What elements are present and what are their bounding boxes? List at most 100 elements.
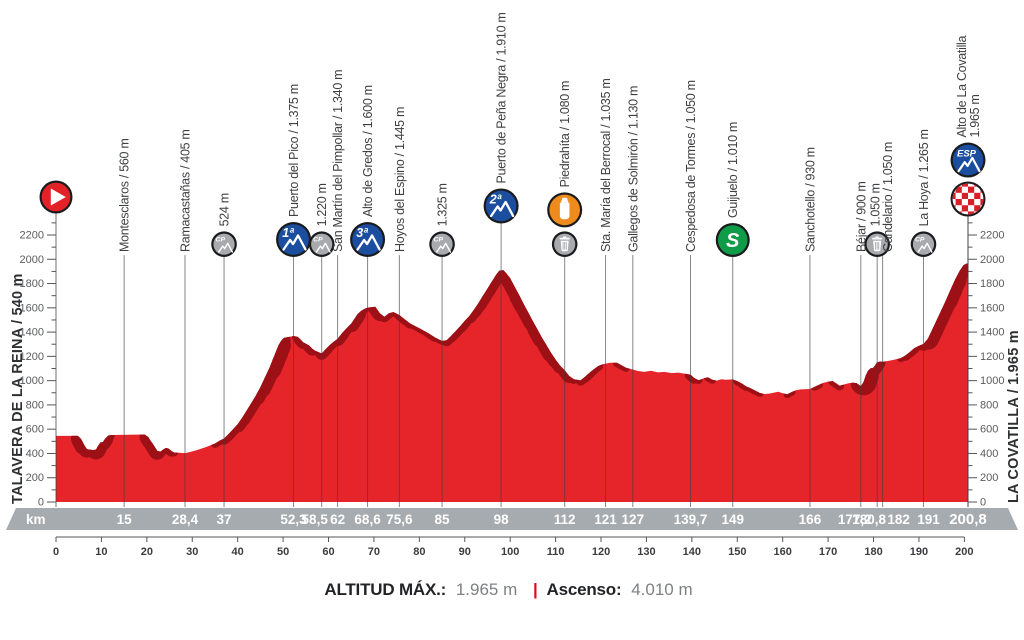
marker-label: Piedrahíta / 1.080 m (558, 81, 572, 188)
ruler-tick-label: 40 (232, 546, 244, 558)
y-axis-tick-label: 0 (38, 497, 44, 509)
ruler-tick-label: 180 (864, 546, 882, 558)
y-axis-tick-label: 1200 (980, 351, 1004, 363)
marker-label: Puerto del Pico / 1.375 m (287, 84, 301, 217)
y-axis-tick-label: 1000 (980, 375, 1004, 387)
marker-label: Candelario / 1.050 m (881, 142, 895, 252)
unclassified-climb-icon: CP (429, 231, 455, 257)
side-labels: TALAVERA DE LA REINA / 540 m LA COVATILLA… (10, 273, 1022, 504)
litter-zone-icon (864, 231, 890, 257)
marker-label: Puerto de Peña Negra / 1.910 m (495, 12, 509, 183)
unclassified-climb-icon: CP (910, 231, 937, 257)
svg-text:CP: CP (915, 236, 925, 243)
marker-label: Alto de Gredos / 1.600 m (361, 85, 375, 217)
marker-lines (55, 197, 969, 507)
profile-area (56, 263, 968, 502)
elevation-area (56, 263, 968, 502)
start-icon (39, 180, 73, 214)
y-axis-tick-label: 1800 (980, 278, 1004, 290)
ruler-tick-label: 70 (368, 546, 380, 558)
km-band-value: 177,2 (838, 512, 872, 527)
km-unit-label: km (26, 512, 46, 527)
altitude-max-label: ALTITUD MÁX.: (324, 580, 447, 599)
km-band-value: 127 (622, 512, 645, 527)
km-band-value: 68,6 (354, 512, 381, 527)
ruler-tick-label: 150 (728, 546, 746, 558)
svg-text:S: S (726, 230, 740, 252)
y-axis-tick-label: 1400 (20, 327, 44, 339)
km-band-value: 200,8 (949, 511, 987, 528)
ruler-tick-label: 80 (413, 546, 425, 558)
intermediate-sprint-icon: S (715, 223, 750, 257)
litter-zone-icon (551, 231, 578, 257)
marker-label: San Martín del Pimpollar / 1.340 m (331, 70, 345, 252)
km-band-value: 121 (594, 512, 617, 527)
marker-label: La Hoya / 1.265 m (917, 129, 931, 226)
category-1-icon: 1ª (276, 222, 312, 257)
ascent-value: 4.010 m (631, 580, 693, 599)
y-axis-tick-label: 0 (980, 497, 986, 509)
marker-label: Sta. María del Berrocal / 1.035 m (599, 78, 613, 252)
y-axis-tick-label: 200 (980, 472, 998, 484)
y-axis-tick-label: 600 (26, 424, 44, 436)
km-band-value: 85 (435, 512, 451, 527)
y-axis-tick-label: 1800 (20, 278, 44, 290)
ruler-tick-label: 0 (53, 546, 59, 558)
km-band-value: 112 (554, 512, 576, 527)
marker-label: Gallegos de Solmirón / 1.130 m (626, 86, 640, 252)
finish-icon (950, 181, 986, 217)
y-axis-tick-label: 1600 (980, 302, 1004, 314)
y-axis-tick-label: 400 (980, 448, 998, 460)
svg-text:2ª: 2ª (489, 192, 502, 206)
y-axis-tick-label: 400 (26, 448, 44, 460)
ruler-tick-label: 130 (637, 546, 655, 558)
km-band-value: 28,4 (172, 512, 199, 527)
svg-text:ESP: ESP (957, 149, 977, 160)
marker-label: Béjar / 900 m (854, 182, 868, 252)
ruler-tick-label: 140 (683, 546, 701, 558)
ruler-tick-label: 90 (459, 546, 471, 558)
y-axis-tick-label: 800 (980, 399, 998, 411)
marker-label: Sanchotello / 930 m (803, 147, 817, 252)
ruler-tick-label: 190 (910, 546, 928, 558)
y-axis-tick-label: 600 (980, 424, 998, 436)
marker-label: 524 m (218, 193, 232, 226)
marker-labels: Montesclaros / 560 m Ramacastañas / 405 m… (118, 12, 982, 252)
stats-separator: | (533, 580, 538, 599)
category-3-icon: 3ª (350, 222, 386, 257)
y-axis-tick-label: 1000 (20, 375, 44, 387)
svg-text:CP: CP (434, 236, 444, 243)
y-axis-tick-label: 2000 (980, 254, 1004, 266)
y-axis-tick-label: 200 (26, 472, 44, 484)
y-axis-tick-label: 1600 (20, 302, 44, 314)
km-ruler: 0 10 20 30 40 50 60 70 80 90 100 110 120 130 140 150 160… (53, 536, 974, 558)
stage-stats: ALTITUD MÁX.: 1.965 m | Ascenso: 4.010 m (0, 580, 1024, 600)
ruler-tick-label: 120 (592, 546, 610, 558)
ruler-tick-label: 160 (774, 546, 792, 558)
finish-town-label: LA COVATILLA / 1.965 m (1006, 330, 1022, 503)
ruler-tick-label: 170 (819, 546, 837, 558)
y-axis-tick-label: 2000 (20, 254, 44, 266)
marker-label: Cespedosa de Tormes / 1.050 m (684, 80, 698, 252)
ruler-tick-label: 60 (322, 546, 334, 558)
y-axis-tick-label: 1200 (20, 351, 44, 363)
km-band-value: 182 (887, 512, 910, 527)
ruler-tick-label: 30 (186, 546, 198, 558)
feed-zone-icon (547, 192, 583, 228)
svg-text:CP: CP (313, 236, 323, 243)
start-town-label: TALAVERA DE LA REINA / 540 m (10, 273, 26, 504)
km-band-value: 139,7 (674, 512, 708, 527)
km-band-value: 58,5 (302, 512, 329, 527)
marker-label: Hoyos del Espino / 1.445 m (393, 107, 407, 252)
marker-label: Montesclaros / 560 m (118, 139, 132, 253)
marker-label: Alto de La Covatilla (955, 35, 969, 137)
y-axis-tick-label: 800 (26, 399, 44, 411)
unclassified-climb-icon: CP (308, 231, 335, 257)
ascent-label: Ascenso: (546, 580, 622, 599)
svg-text:3ª: 3ª (356, 226, 368, 240)
unclassified-climb-icon: CP (211, 231, 237, 257)
km-band-value: 191 (917, 512, 940, 527)
y-axis-tick-label: 1400 (980, 327, 1004, 339)
